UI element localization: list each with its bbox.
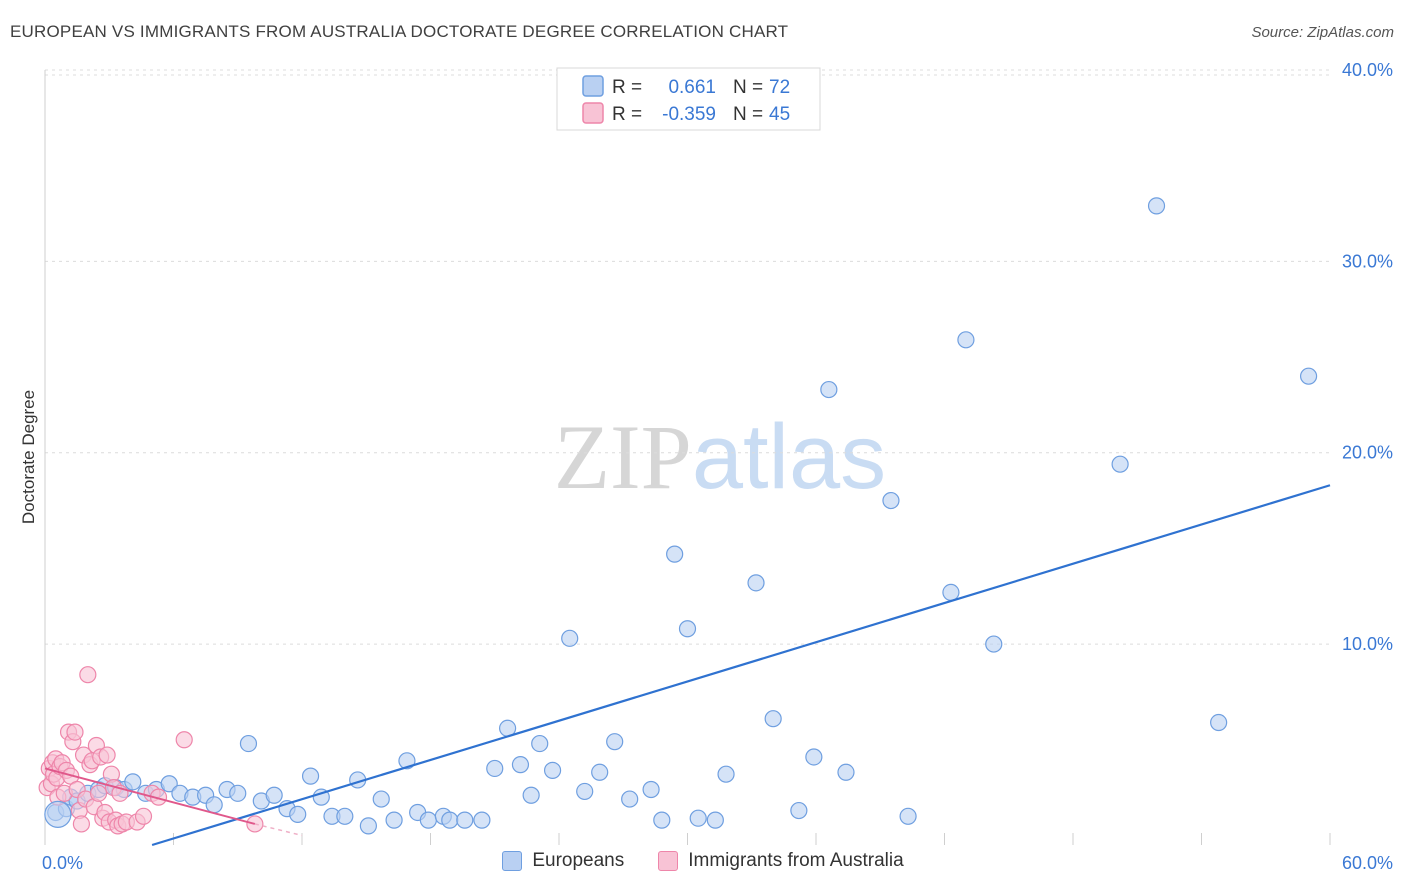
point-immigrants-australia <box>79 666 97 684</box>
point-europeans <box>942 583 960 602</box>
point-europeans <box>265 786 283 804</box>
point-europeans <box>543 761 562 779</box>
point-europeans <box>591 763 609 781</box>
point-europeans <box>837 763 855 781</box>
stats-n-value-europeans: 72 <box>769 77 790 98</box>
point-europeans <box>689 809 707 827</box>
point-europeans <box>1299 367 1318 385</box>
point-europeans <box>419 811 437 829</box>
watermark-zip: ZIP <box>554 406 692 508</box>
point-europeans <box>899 807 917 825</box>
point-europeans <box>957 331 975 349</box>
legend-swatch-immigrants-australia <box>658 851 679 871</box>
point-europeans <box>1210 713 1228 732</box>
stats-n-label: N = <box>733 104 763 125</box>
legend-item-immigrants-australia[interactable]: Immigrants from Australia <box>658 850 904 872</box>
trend-line-europeans <box>151 484 1331 847</box>
x-tick-label-min: 0.0% <box>42 853 83 873</box>
point-europeans <box>678 620 697 638</box>
point-europeans-cluster <box>44 800 72 828</box>
legend-item-europeans[interactable]: Europeans <box>502 850 624 872</box>
watermark-atlas: atlas <box>692 406 886 508</box>
stats-r-value-europeans: 0.661 <box>668 77 716 98</box>
point-europeans <box>160 775 178 793</box>
point-immigrants-australia <box>134 807 153 825</box>
stats-n-label: N = <box>733 77 763 98</box>
y-tick-label: 10.0% <box>1342 634 1393 654</box>
point-europeans <box>820 380 838 399</box>
trend-line-immigrants-australia-ext <box>254 823 303 837</box>
point-europeans <box>1111 455 1129 473</box>
point-europeans <box>882 491 900 510</box>
point-europeans <box>289 805 307 823</box>
point-europeans <box>385 811 403 829</box>
point-europeans <box>486 759 504 778</box>
point-immigrants-australia <box>72 815 91 833</box>
y-tick-label: 30.0% <box>1342 251 1393 271</box>
point-europeans <box>642 780 660 799</box>
point-europeans <box>653 811 671 829</box>
point-europeans <box>301 767 320 785</box>
point-europeans <box>717 765 735 783</box>
point-europeans <box>531 734 549 753</box>
chart-title: EUROPEAN VS IMMIGRANTS FROM AUSTRALIA DO… <box>10 22 789 41</box>
point-immigrants-australia <box>98 746 116 764</box>
point-immigrants-australia <box>66 723 84 741</box>
x-tick-label-max: 60.0% <box>1342 853 1393 873</box>
legend-label-europeans: Europeans <box>532 850 625 871</box>
point-europeans <box>621 790 639 808</box>
point-europeans <box>124 773 142 791</box>
point-europeans <box>359 817 377 835</box>
point-europeans <box>229 784 247 802</box>
point-europeans <box>666 545 684 563</box>
point-europeans <box>790 801 808 820</box>
point-europeans <box>706 811 724 829</box>
point-europeans <box>764 710 782 728</box>
point-immigrants-australia <box>89 784 108 802</box>
bottom-legend: Europeans Immigrants from Australia <box>0 850 1406 872</box>
legend-swatch-europeans <box>502 851 523 871</box>
point-europeans <box>239 734 258 753</box>
watermark: ZIPatlas <box>554 406 886 508</box>
stats-swatch-europeans <box>582 75 604 97</box>
point-europeans <box>441 811 459 829</box>
point-immigrants-australia <box>175 731 193 749</box>
point-europeans <box>805 748 823 766</box>
point-europeans <box>985 635 1003 653</box>
y-tick-label: 40.0% <box>1342 60 1393 80</box>
point-europeans <box>372 790 390 808</box>
point-europeans <box>561 629 579 647</box>
point-europeans <box>576 782 594 801</box>
trend-line-immigrants-australia <box>44 767 256 825</box>
point-europeans <box>511 756 530 774</box>
point-europeans <box>1147 197 1166 215</box>
y-axis-label: Doctorate Degree <box>19 390 38 524</box>
point-europeans <box>205 796 223 814</box>
stats-swatch-immigrants-australia <box>582 102 604 124</box>
point-europeans <box>473 811 491 829</box>
point-europeans <box>522 786 540 804</box>
point-europeans <box>456 811 474 829</box>
legend-label-immigrants-australia: Immigrants from Australia <box>688 850 904 871</box>
y-tick-label: 20.0% <box>1342 443 1393 463</box>
point-europeans <box>606 733 624 751</box>
stats-r-label: R = <box>612 77 642 98</box>
source-label: Source: ZipAtlas.com <box>1251 24 1394 41</box>
stats-r-value-immigrants-australia: -0.359 <box>662 104 716 125</box>
point-europeans <box>747 574 765 592</box>
point-europeans <box>336 807 354 825</box>
stats-n-value-immigrants-australia: 45 <box>769 104 790 125</box>
stats-r-label: R = <box>612 104 642 125</box>
